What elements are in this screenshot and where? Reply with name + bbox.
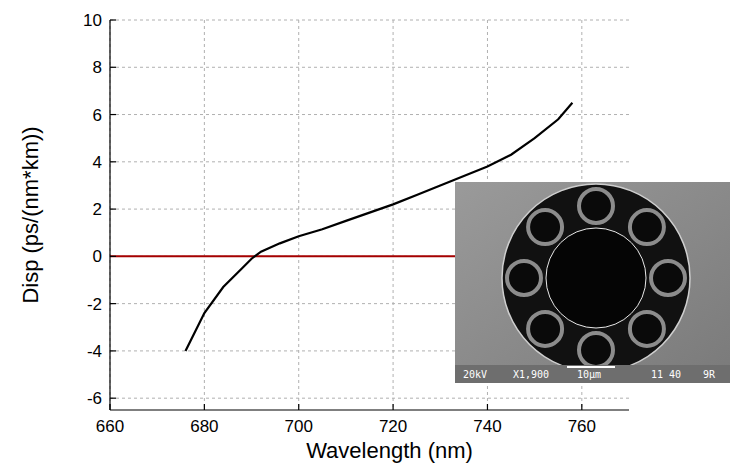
inset: 20kV X1,900 10µm 11 40 9R (455, 182, 730, 383)
y-tick (110, 19, 116, 20)
x-axis (110, 409, 629, 410)
inset-label: X1,900 (513, 369, 549, 380)
y-tick (110, 67, 116, 68)
x-tick (487, 404, 488, 410)
x-tick (298, 404, 299, 410)
y-tick (110, 114, 116, 115)
capillary (528, 312, 562, 346)
y-axis-title: Disp (ps/(nm*km)) (18, 126, 43, 303)
inset-label: 10µm (577, 369, 601, 380)
y-tick-label: 10 (83, 11, 102, 30)
y-tick-label: -2 (87, 295, 102, 314)
inset-background (455, 182, 730, 383)
y-tick (110, 303, 116, 304)
x-tick-label: 720 (379, 417, 407, 436)
y-tick-label: 6 (93, 106, 102, 125)
capillary (651, 261, 685, 295)
capillary (579, 333, 613, 367)
y-tick-label: -6 (87, 389, 102, 408)
grid-line (110, 67, 629, 68)
x-tick-label: 700 (285, 417, 313, 436)
x-tick-label: 760 (568, 417, 596, 436)
grid-line (298, 20, 299, 410)
capillary (579, 189, 613, 223)
inset-label: 20kV (463, 369, 487, 380)
grid-line (110, 161, 629, 162)
y-tick (110, 256, 116, 257)
x-tick (204, 404, 205, 410)
grid-line (110, 398, 629, 399)
grid-line (110, 20, 629, 21)
inset-info-bar (455, 365, 730, 383)
chart: 660 680 700 720 740 760 -6 -4 -2 0 2 4 6 8 10 Wavelengt… (0, 0, 733, 468)
x-tick-label: 680 (190, 417, 218, 436)
fiber-core (546, 228, 646, 328)
x-axis-title: Wavelength (nm) (306, 438, 473, 463)
y-tick (110, 208, 116, 209)
capillary (528, 210, 562, 244)
capillary (630, 312, 664, 346)
x-tick (392, 404, 393, 410)
grid-line (393, 20, 394, 410)
y-tick-label: 4 (93, 153, 102, 172)
inset-label: 11 40 (651, 369, 681, 380)
y-tick (110, 350, 116, 351)
y-tick (110, 398, 116, 399)
capillary (507, 261, 541, 295)
capillary (630, 210, 664, 244)
x-tick-label: 740 (473, 417, 501, 436)
plot-area (110, 103, 629, 351)
grid-line (110, 114, 629, 115)
scale-bar (567, 366, 615, 368)
fiber-outer (502, 184, 690, 372)
grid-line (204, 20, 205, 410)
y-tick-label: 2 (93, 200, 102, 219)
y-tick-label: 8 (93, 58, 102, 77)
x-tick (109, 404, 110, 410)
x-tick-label: 660 (96, 417, 124, 436)
y-tick (110, 161, 116, 162)
y-tick-label: -4 (87, 342, 102, 361)
inset-label: 9R (703, 369, 716, 380)
y-tick-label: 0 (93, 247, 102, 266)
x-tick (581, 404, 582, 410)
